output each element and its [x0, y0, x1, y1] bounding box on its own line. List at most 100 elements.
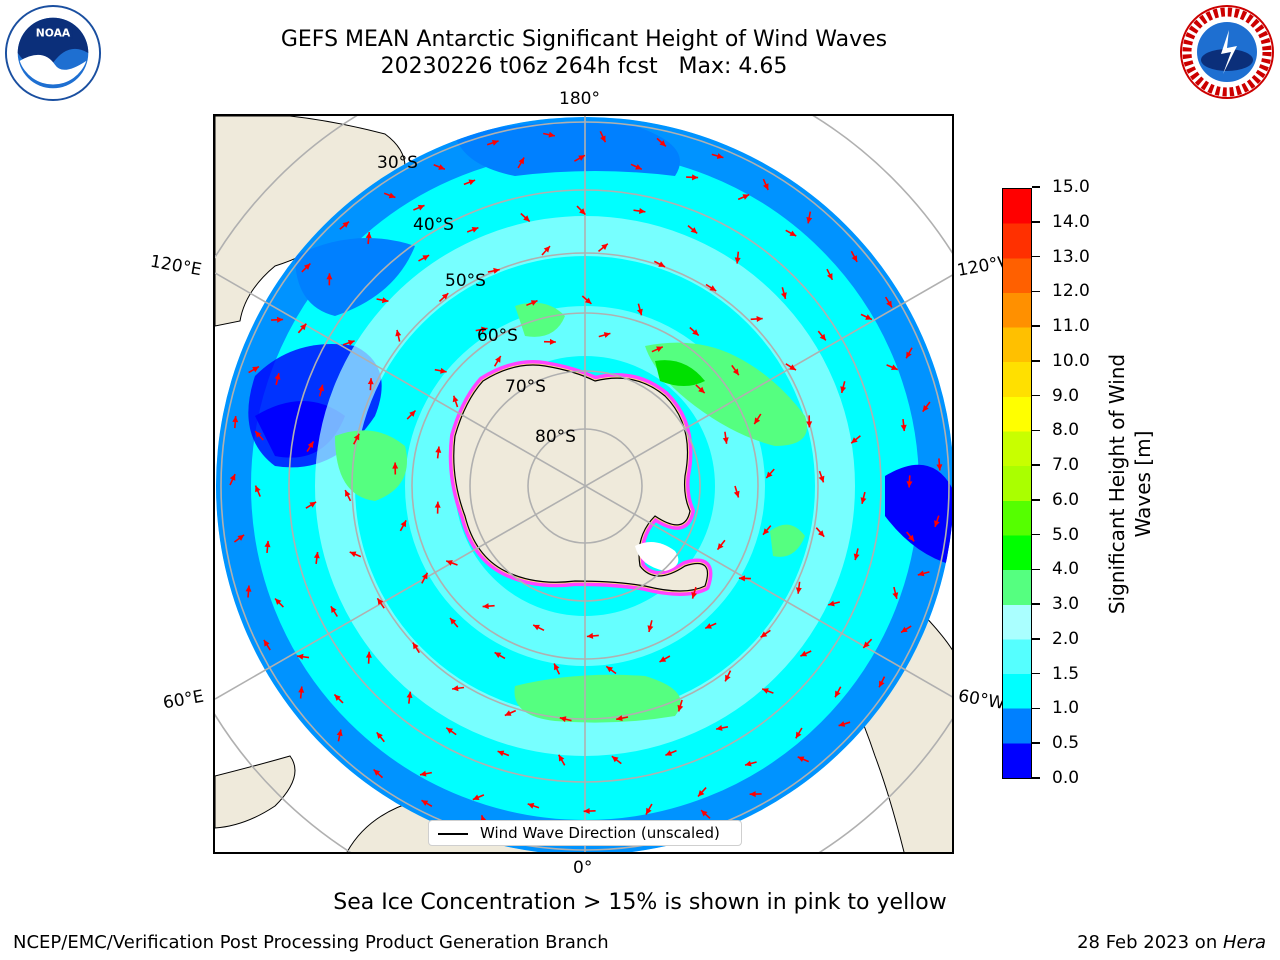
colorbar-tick-text: 9.0 [1052, 385, 1080, 406]
wave-arrow-head [659, 140, 666, 147]
colorbar-tick-mark [1032, 672, 1040, 675]
wave-arrow-head [530, 300, 538, 306]
wave-arrow-head [603, 332, 611, 338]
wave-arrow-head [417, 204, 425, 211]
footer-date-text: 28 Feb 2023 on [1077, 932, 1223, 953]
wave-arrow-head [491, 140, 499, 146]
colorbar-tick-text: 13.0 [1052, 246, 1090, 267]
colorbar-tick-text: 12.0 [1052, 281, 1090, 302]
wave-arrow-head [892, 592, 899, 599]
colorbar-tick-mark [1032, 325, 1040, 327]
wave-arrow-head [438, 164, 445, 170]
wave-arrow-head [373, 769, 381, 776]
wave-arrow-head [304, 263, 311, 270]
colorbar-tick-text: 7.0 [1052, 455, 1080, 476]
wave-arrow-head [434, 501, 441, 508]
wave-arrow-head [342, 221, 349, 228]
wave-arrow-head [237, 534, 245, 541]
lat-labels: 30°S 40°S 50°S 60°S 70°S 80°S [377, 153, 576, 447]
colorbar-tick-label: 13.0 [1032, 247, 1090, 267]
wave-arrow-head [600, 135, 606, 143]
lat-label-80s: 80°S [535, 427, 576, 447]
wave-arrow-head [639, 208, 646, 214]
chart-title: GEFS MEAN Antarctic Significant Height o… [280, 27, 888, 52]
wave-arrow-head [698, 386, 705, 394]
lat-label-50s: 50°S [445, 271, 486, 291]
wave-arrow-head [412, 642, 419, 650]
wave-arrow-head [297, 653, 304, 660]
wave-arrow-head [934, 520, 940, 527]
colorbar-tick-mark [1032, 742, 1040, 744]
wave-arrow-head [738, 575, 745, 582]
colorbar-tick-mark [1032, 186, 1040, 188]
wave-arrow-head [252, 366, 259, 373]
colorbar-tick-mark [1032, 777, 1040, 779]
wave-arrow-head [762, 688, 769, 694]
colorbar-tick-text: 5.0 [1052, 524, 1080, 545]
colorbar-tick-text: 0.0 [1052, 768, 1080, 788]
wave-arrow-head [742, 194, 750, 200]
footer-date: 28 Feb 2023 on Hera [1077, 932, 1266, 953]
lon-label-60w: 60°W [956, 686, 1007, 714]
lon-label-60e: 60°E [161, 686, 206, 714]
wave-arrow-head [789, 230, 797, 236]
wave-arrow-head [656, 346, 663, 352]
colorbar-tick-label: 12.0 [1032, 281, 1090, 301]
wave-arrow-head [518, 157, 525, 165]
wave-arrow-head [388, 192, 396, 199]
colorbar-tick-mark [1032, 394, 1040, 397]
colorbar-tick-mark [1032, 638, 1040, 640]
wave-arrow-head [471, 227, 479, 233]
wave-arrow-head [367, 378, 374, 385]
wave-arrow-head [745, 760, 752, 767]
wave-arrow-head [818, 475, 825, 483]
wave-arrow-head [879, 680, 885, 688]
wave-arrow-head [377, 598, 384, 605]
lon-label-180: 180° [559, 89, 600, 109]
colorbar-tick-text: 3.0 [1052, 594, 1080, 615]
wave-arrow-head [232, 416, 239, 423]
wave-arrow-head [647, 625, 654, 632]
wave-arrow-head [716, 153, 724, 159]
wave-arrow-head [495, 356, 501, 363]
wave-arrow-head [586, 632, 594, 639]
wave-arrow-head [298, 686, 305, 693]
wave-arrow-head [806, 217, 813, 224]
wave-arrow-head [677, 704, 684, 712]
wave-arrow-head [409, 410, 416, 417]
wave-arrow-head [264, 540, 271, 548]
wave-arrow-head [709, 285, 717, 291]
colorbar-tick-label: 3.0 [1032, 594, 1079, 614]
colorbar-tick-label: 8.0 [1032, 420, 1079, 440]
wave-arrow-head [330, 606, 337, 613]
colorbar-tick-label: 15.0 [1032, 177, 1090, 197]
wave-arrow-head [579, 208, 586, 215]
wave-arrow-head [481, 326, 488, 333]
wave-arrow-head [504, 710, 512, 716]
colorbar-tick-text: 8.0 [1052, 420, 1080, 441]
colorbar-tick-label: 1.5 [1032, 664, 1079, 684]
wave-arrow-head [797, 756, 805, 762]
wave-arrow-head [906, 481, 913, 488]
colorbar-ticks: 0.0 0.5 1.0 1.5 2.0 3.0 4.0 5.0 6.0 7.0 8.0 9.0 10.0… [1032, 177, 1112, 788]
wave-arrow-head [917, 570, 925, 577]
wave-arrow-head [860, 497, 867, 504]
wave-arrow-head [922, 405, 929, 412]
wave-arrow-head [795, 731, 802, 739]
colorbar-tick-text: 6.0 [1052, 489, 1080, 510]
wave-arrow-head [336, 729, 343, 737]
wave-arrow-head [558, 754, 565, 762]
wave-arrow-head [601, 243, 608, 250]
wave-arrow-head [578, 155, 585, 161]
nws-logo [1180, 5, 1274, 99]
wave-arrow-head [936, 464, 943, 471]
wave-arrow-head [300, 323, 307, 331]
colorbar-tick-label: 0.5 [1032, 733, 1079, 753]
wave-arrow-head [554, 663, 560, 671]
wave-arrow-head [819, 333, 826, 341]
wave-arrow-head [406, 691, 413, 698]
wave-arrow-head [901, 626, 908, 633]
colorbar-tick-text: 14.0 [1052, 211, 1090, 232]
wave-arrow-head [906, 351, 912, 359]
wave-arrow-head [482, 603, 489, 610]
